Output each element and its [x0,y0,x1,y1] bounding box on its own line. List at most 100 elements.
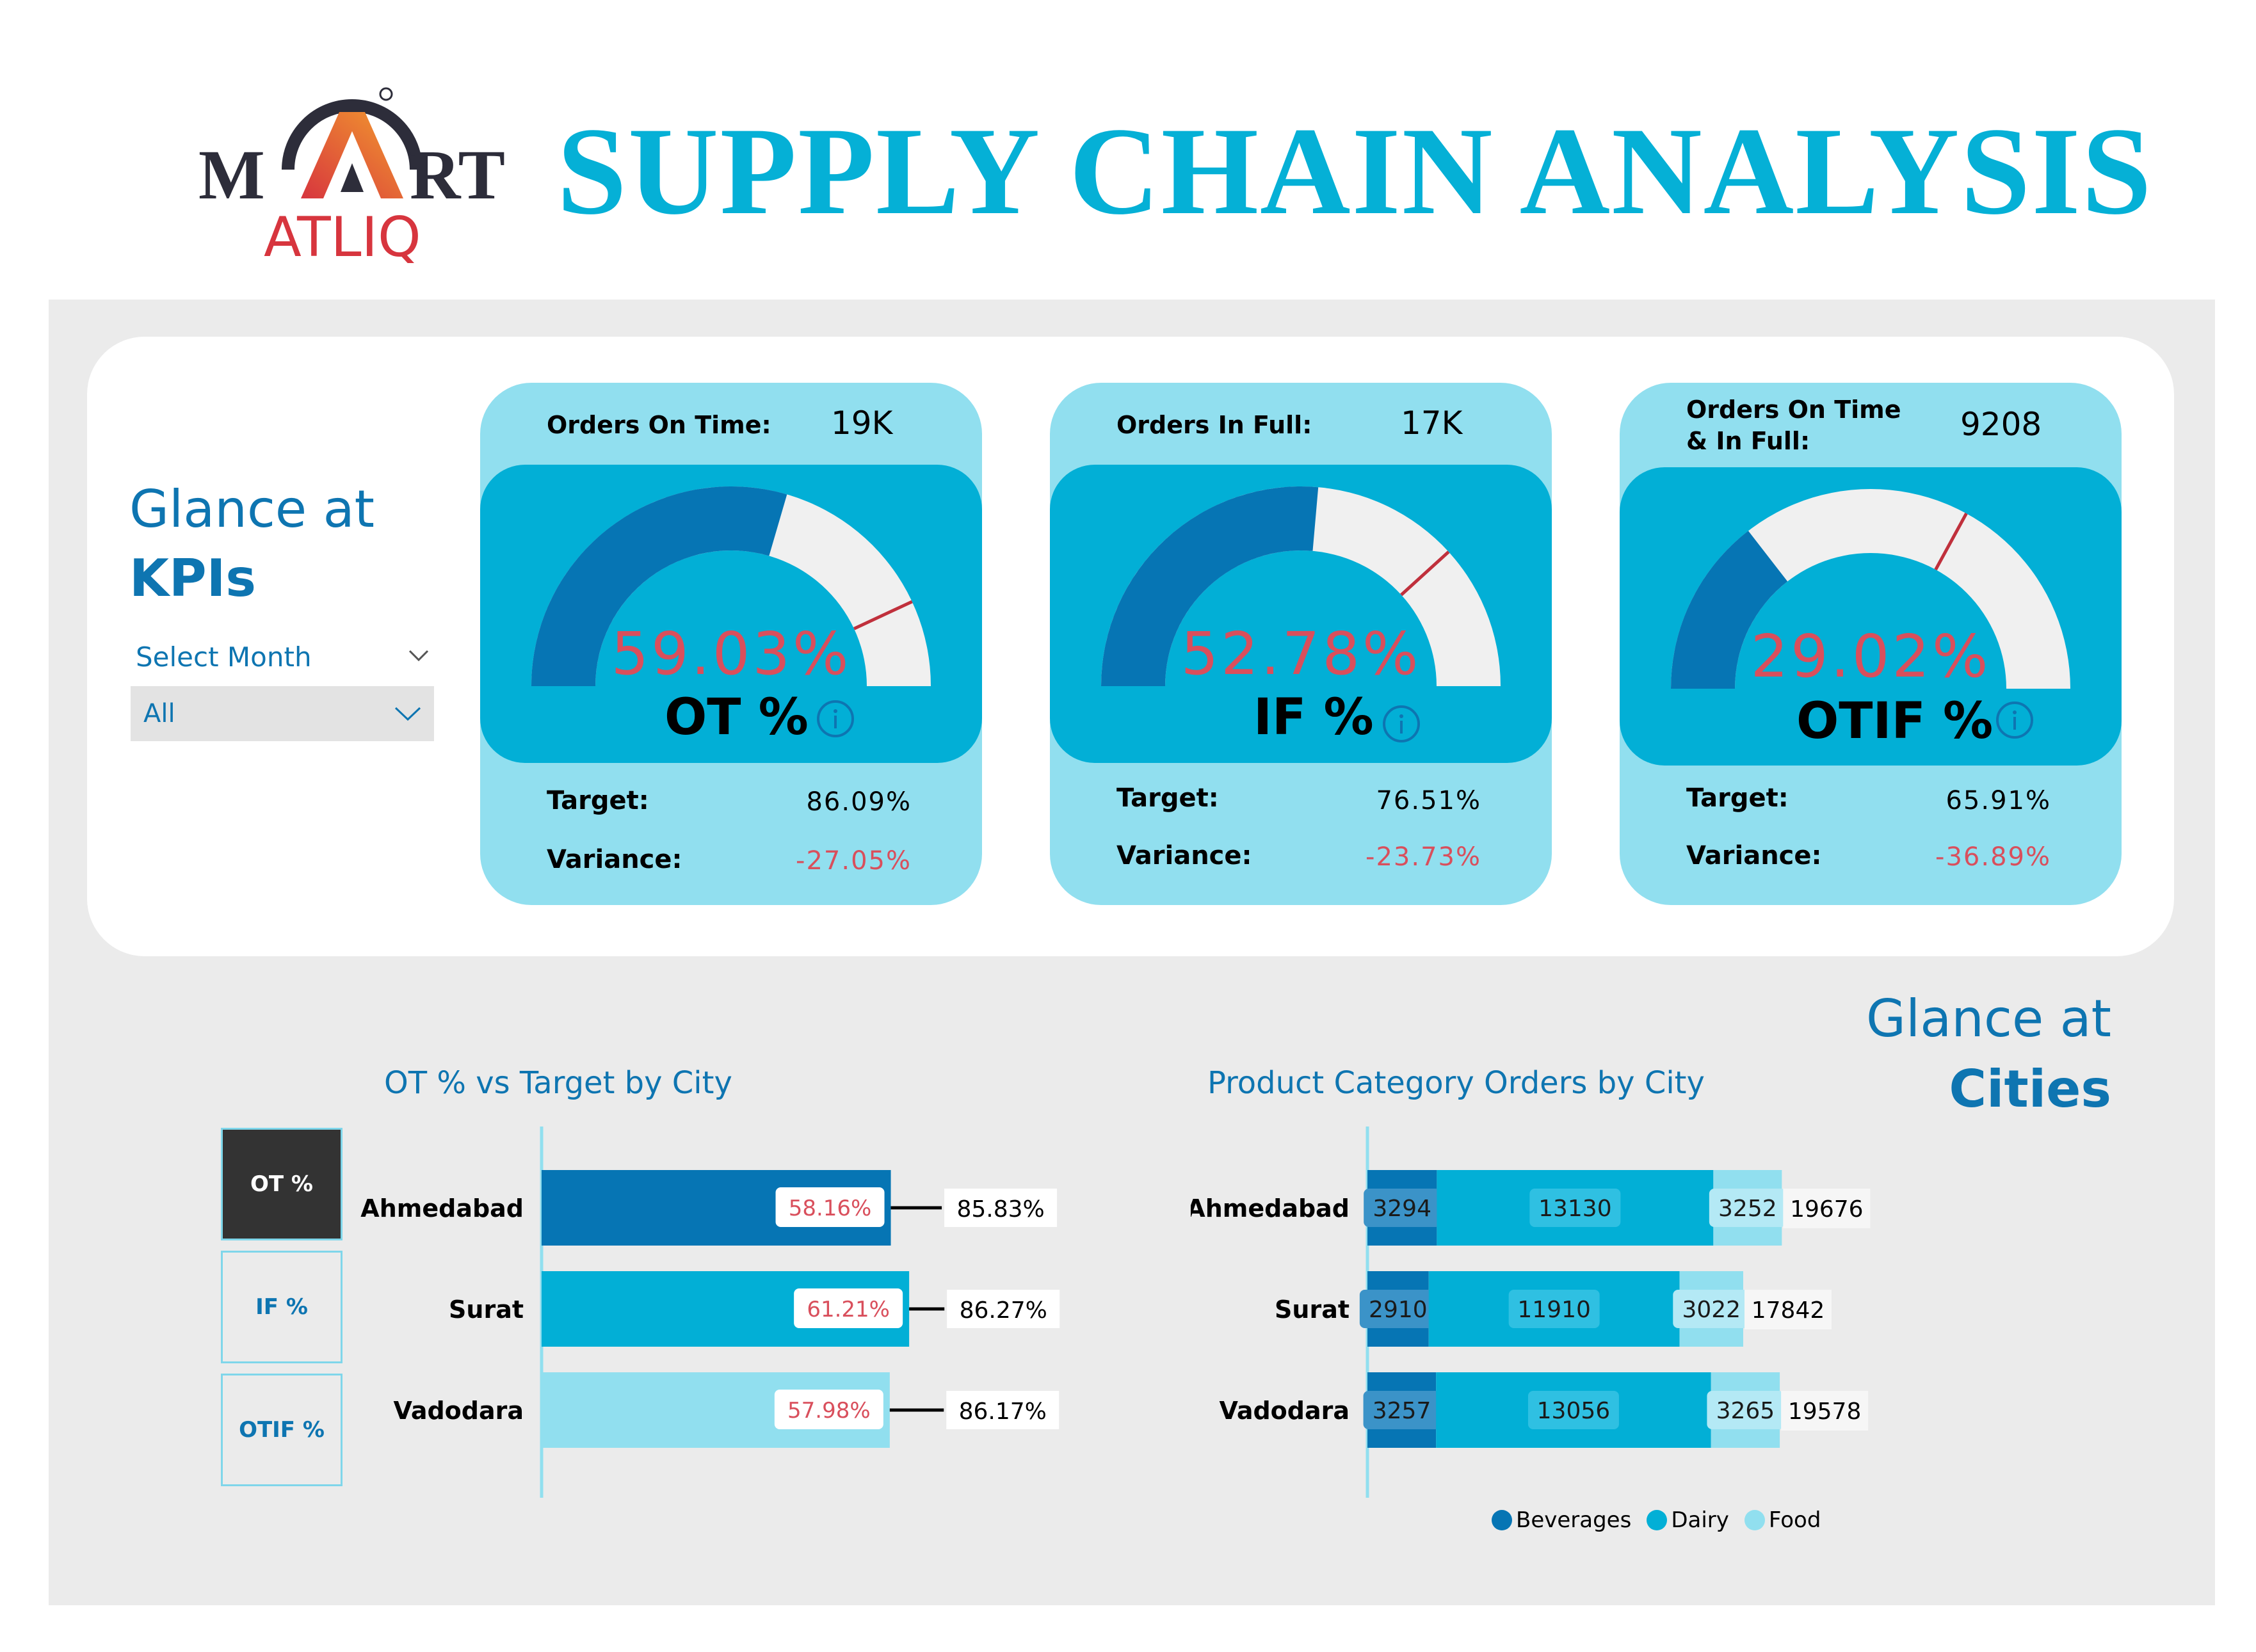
target-label: Target: [1686,783,1789,813]
variance-label: Variance: [1686,841,1822,870]
variance-label: Variance: [547,845,682,874]
segment-label: 3257 [1373,1398,1431,1424]
category-label: Surat [449,1295,524,1324]
kpi-header-label: Orders On Time: [547,411,771,439]
ot-gauge [531,486,931,686]
chevron-down-icon[interactable] [406,642,431,668]
kpi-glance-line2: KPIs [129,549,257,608]
segment-label-bg [1364,1189,1441,1227]
data-label: 58.16% [789,1196,872,1221]
category-orders-chart: Ahmedabad 3294 13130 3252 19676 Surat 2910 1191… [1191,1127,1871,1498]
target-label-bg [944,1189,1058,1227]
logo-graphic: M RT ATLIQ [198,87,505,269]
segment-label-bg [1527,1391,1619,1429]
segment-label-bg [1707,1391,1784,1429]
legend-label-food: Food [1768,1507,1821,1533]
data-label: 57.98% [787,1398,871,1423]
toggle-otif[interactable]: OTIF % [221,1374,342,1486]
category-label: Ahmedabad [360,1194,524,1223]
target-label: 85.83% [956,1196,1044,1223]
gauge-value-arc [1101,486,1319,686]
segment-label-bg [1709,1189,1786,1227]
kpi-card-ot: Orders On Time: 19K 59.03% OT % Target: … [480,383,982,905]
cities-glance-line1: Glance at [1866,989,2111,1048]
gauge-target-marker [1400,550,1450,597]
kpi-percent: 29.02% [1750,622,1991,691]
category-label: Vadodara [393,1397,524,1425]
kpi-header-label: Orders In Full: [1116,411,1312,439]
total-label-bg [1781,1391,1869,1431]
total-label: 19578 [1788,1399,1862,1425]
toggle-if[interactable]: IF % [221,1251,342,1363]
info-icon[interactable] [1382,704,1421,744]
legend-item-beverages: Beverages [1492,1507,1631,1533]
gauge-target-marker [1934,512,1968,571]
variance-label: Variance: [1116,841,1252,870]
legend-dot-food [1744,1510,1765,1530]
legend-label-dairy: Dairy [1671,1507,1729,1533]
toggle-ot[interactable]: OT % [221,1128,342,1240]
total-label: 17842 [1752,1297,1825,1324]
segment-label: 3294 [1373,1196,1431,1222]
target-label-bg [946,1391,1060,1429]
otif-gauge [1671,489,2070,689]
legend-item-food: Food [1744,1507,1821,1533]
month-select-value: All [143,699,175,728]
target-label-bg [947,1290,1060,1328]
kpi-header-value: 9208 [1960,406,2042,443]
month-filter-label: Select Month [136,641,312,673]
ot-vs-target-chart: Ahmedabad 58.16% 85.83% Surat 61.21% 86.27% Va… [360,1127,1060,1498]
kpi-header-value: 19K [831,405,893,442]
segment-label-bg [1529,1189,1621,1227]
segment-label-bg [1363,1391,1440,1429]
kpi-glance-heading: Glance at KPIs [129,484,375,604]
segment-label: 13056 [1537,1398,1611,1424]
value-label-bg [794,1288,903,1328]
legend-dot-dairy [1647,1510,1668,1530]
atliq-mart-logo: M RT ATLIQ [192,80,512,272]
segment-label: 3252 [1718,1196,1777,1222]
page-title: SUPPLY CHAIN ANALYSIS [557,102,2153,241]
target-label: Target: [1116,783,1219,813]
chevron-down-icon [394,707,421,721]
gauge-track [1671,489,2070,689]
segment-label-bg [1359,1290,1437,1328]
info-icon[interactable] [1995,700,2034,740]
segment-label: 3265 [1716,1398,1775,1424]
kpi-name: OTIF % [1796,693,1994,750]
legend-label-beverages: Beverages [1516,1507,1632,1533]
kpi-percent: 52.78% [1180,620,1421,688]
gauge-target-marker [853,600,913,630]
variance-value: -27.05% [796,846,912,876]
kpi-header-value: 17K [1401,405,1463,442]
target-value: 86.09% [806,787,912,817]
total-label: 19676 [1790,1196,1864,1223]
segment-label-bg [1673,1290,1750,1328]
target-value: 76.51% [1376,786,1481,815]
segment-label: 11910 [1517,1297,1591,1323]
kpi-card-otif: Orders On Time & In Full: 9208 29.02% OT… [1620,383,2122,905]
variance-value: -36.89% [1935,842,2051,872]
kpi-name: IF % [1253,689,1374,746]
kpi-name: OT % [665,689,809,746]
info-icon[interactable] [816,699,855,739]
segment-label: 2910 [1369,1297,1428,1323]
category-label: Surat [1275,1295,1350,1324]
target-label: 86.17% [959,1399,1047,1425]
legend-item-dairy: Dairy [1647,1507,1729,1533]
segment-label-bg [1508,1290,1600,1328]
legend-dot-beverages [1492,1510,1512,1530]
logo-letter-m: M [198,136,265,214]
category-label: Vadodara [1219,1397,1350,1425]
segment-label: 3022 [1682,1297,1741,1323]
category-label: Ahmedabad [1191,1194,1350,1223]
variance-value: -23.73% [1366,842,1481,872]
value-label-bg [774,1390,883,1429]
total-label-bg [1744,1290,1832,1329]
gauge-value-arc [531,486,787,686]
kpi-percent: 59.03% [611,620,851,688]
cities-glance-line2: Cities [1949,1059,2111,1119]
logo-letters-rt: RT [410,136,505,214]
gauge-value-arc [1671,531,1788,689]
month-select[interactable]: All [131,686,434,741]
